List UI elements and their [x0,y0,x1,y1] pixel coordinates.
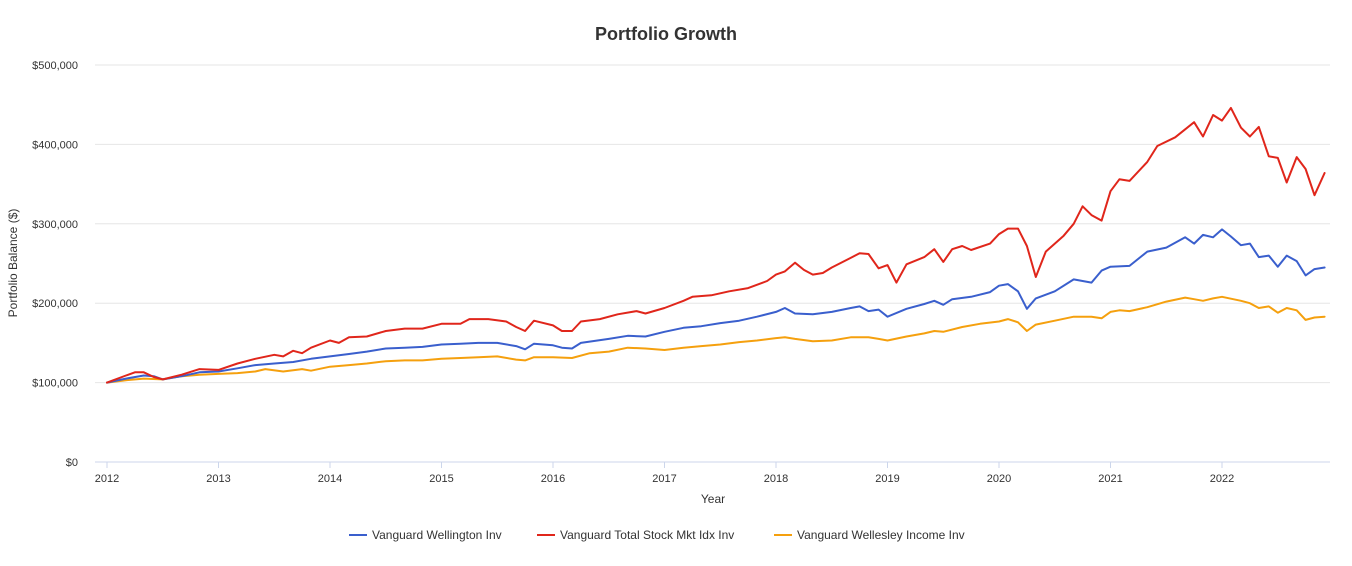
series-line-wellesley [106,295,1326,384]
x-axis-ticks: 2012 2013 2014 2015 2016 2017 2018 2019 2020 2021… [95,462,1234,485]
x-tick-label: 2021 [1098,473,1122,485]
grid-lines [95,64,1330,384]
y-tick-label: $400,000 [32,139,78,151]
legend-label-wellington: Vanguard Wellington Inv [372,528,502,542]
x-tick-label: 2014 [318,473,342,485]
x-tick-label: 2012 [95,473,119,485]
series-line-wellington [106,228,1326,384]
x-tick-label: 2018 [764,473,788,485]
y-tick-label: $0 [66,457,78,469]
series-line-total-stock [106,106,1326,384]
legend-item-wellington[interactable]: Vanguard Wellington Inv [349,528,502,542]
x-tick-label: 2016 [541,473,565,485]
legend: Vanguard Wellington Inv Vanguard Total S… [349,528,965,542]
legend-label-wellesley: Vanguard Wellesley Income Inv [797,528,965,542]
y-tick-label: $200,000 [32,298,78,310]
x-tick-label: 2015 [429,473,453,485]
x-tick-label: 2013 [206,473,230,485]
y-axis-ticks: $0 $100,000 $200,000 $300,000 $400,000 $500,0… [32,60,78,469]
x-axis-label: Year [701,492,725,506]
chart-title: Portfolio Growth [595,24,737,44]
legend-label-total-stock: Vanguard Total Stock Mkt Idx Inv [560,528,734,542]
x-tick-label: 2019 [875,473,899,485]
y-axis-label: Portfolio Balance ($) [6,209,20,318]
y-tick-label: $500,000 [32,60,78,72]
x-tick-label: 2017 [652,473,676,485]
legend-item-total-stock[interactable]: Vanguard Total Stock Mkt Idx Inv [537,528,734,542]
x-tick-label: 2020 [987,473,1011,485]
y-tick-label: $300,000 [32,219,78,231]
x-tick-label: 2022 [1210,473,1234,485]
y-tick-label: $100,000 [32,378,78,390]
legend-item-wellesley[interactable]: Vanguard Wellesley Income Inv [774,528,965,542]
series-lines [106,106,1326,384]
